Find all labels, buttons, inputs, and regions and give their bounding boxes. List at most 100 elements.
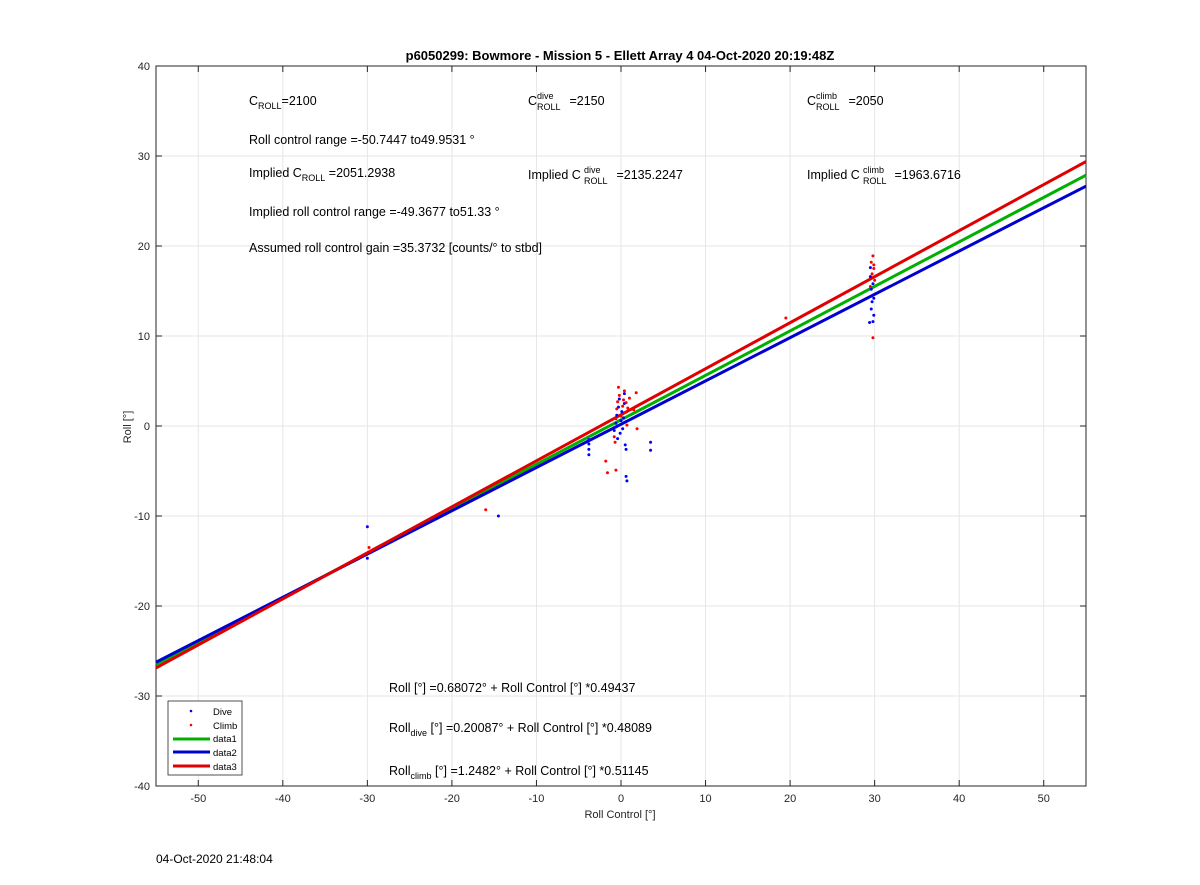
dive-point [619, 419, 623, 423]
dive-point [871, 320, 875, 324]
y-tick-label: 10 [138, 331, 150, 343]
dive-point [869, 307, 873, 311]
dive-point [365, 556, 369, 560]
chart-title: p6050299: Bowmore - Mission 5 - Ellett A… [406, 48, 835, 63]
x-tick-label: -40 [275, 793, 291, 805]
climb-point [634, 391, 638, 395]
y-tick-label: -30 [134, 691, 150, 703]
x-tick-label: -20 [444, 793, 460, 805]
axis-ticks: -50 -40 -30 -20 -10 0 10 20 30 40 50 -40 -30 -20 -10 0 1… [134, 61, 1086, 805]
climb-point [605, 471, 609, 475]
dive-point [872, 296, 876, 300]
climb-point [616, 400, 620, 404]
climb-point [613, 440, 617, 444]
dive-point [587, 438, 591, 441]
dive-point [365, 525, 369, 529]
dive-point [869, 287, 873, 291]
x-tick-label: 20 [784, 793, 796, 805]
climb-point [627, 396, 631, 400]
dive-point [621, 427, 625, 431]
dive-point [868, 266, 872, 270]
footer-timestamp: 04-Oct-2020 21:48:04 [156, 852, 273, 866]
data-points [365, 254, 877, 560]
dive-point [587, 447, 591, 451]
climb-point [614, 468, 618, 472]
legend-data1-label: data1 [213, 734, 237, 745]
y-tick-label: 0 [144, 421, 150, 433]
x-tick-label: -50 [190, 793, 206, 805]
y-tick-label: 40 [138, 61, 150, 73]
climb-point [624, 401, 628, 405]
dive-point [620, 410, 624, 414]
legend: Dive Climb data1 data2 data3 [167, 700, 243, 776]
y-tick-label: -10 [134, 511, 150, 523]
dive-point [496, 514, 500, 518]
climb-point [632, 408, 636, 412]
dive-point [622, 416, 626, 420]
c-roll-annotation: CROLL=2100 [249, 94, 317, 111]
dive-point [649, 448, 653, 452]
c-roll-dive-annotation: Cdive ROLL =2150 [528, 91, 605, 112]
x-tick-label: 30 [869, 793, 881, 805]
dive-point [622, 392, 626, 396]
y-tick-label: -20 [134, 601, 150, 613]
climb-point [784, 316, 788, 320]
climb-point [871, 336, 875, 340]
c-roll-climb-annotation: Cclimb ROLL =2050 [807, 91, 884, 112]
climb-point [625, 423, 629, 427]
fit-all-annotation: Roll [°] =0.68072° + Roll Control [°] *0… [389, 681, 635, 695]
dive-point [587, 453, 591, 457]
climb-point [616, 385, 620, 389]
climb-point [626, 406, 630, 410]
dive-point [616, 437, 620, 441]
dive-point [624, 474, 628, 478]
legend-data3-label: data3 [213, 762, 237, 773]
dive-point [618, 431, 622, 435]
climb-point [871, 254, 875, 258]
climb-point [873, 278, 877, 282]
climb-point [621, 404, 625, 408]
dive-point [649, 440, 653, 444]
fit-dive-annotation: Rolldive [°] =0.20087° + Roll Control [°… [389, 721, 652, 738]
y-tick-label: 30 [138, 151, 150, 163]
climb-point [868, 285, 872, 288]
dive-point [624, 447, 628, 451]
dive-point [625, 479, 629, 483]
dive-point [871, 282, 875, 286]
dive-point [870, 300, 874, 304]
y-axis-label: Roll [°] [122, 411, 134, 444]
dive-point [614, 421, 618, 425]
climb-point [870, 272, 874, 276]
y-tick-label: -40 [134, 781, 150, 793]
legend-dive-marker [189, 709, 193, 713]
roll-range-annotation: Roll control range =-50.7447 to49.9531 ° [249, 133, 475, 147]
climb-point [369, 549, 373, 553]
climb-point [872, 267, 876, 270]
dive-point [868, 275, 872, 279]
climb-point [612, 435, 616, 439]
dive-point [872, 313, 876, 317]
climb-point [619, 414, 623, 418]
climb-point [615, 407, 619, 411]
climb-point [484, 508, 488, 512]
climb-point [622, 389, 626, 393]
y-tick-label: 20 [138, 241, 150, 253]
implied-range-annotation: Implied roll control range =-49.3677 to5… [249, 205, 500, 219]
dive-point [614, 425, 618, 429]
implied-c-roll-annotation: Implied CROLL =2051.2938 [249, 166, 395, 183]
fit-climb-annotation: Rollclimb [°] =1.2482° + Roll Control [°… [389, 764, 649, 781]
x-tick-label: -30 [359, 793, 375, 805]
x-axis-label: Roll Control [°] [584, 809, 655, 821]
legend-dive-label: Dive [213, 707, 232, 718]
climb-point [622, 398, 626, 402]
dive-point [623, 443, 627, 447]
x-tick-label: -10 [529, 793, 545, 805]
climb-point [623, 411, 627, 414]
climb-point [635, 427, 639, 431]
dive-point [587, 442, 591, 446]
climb-point [604, 459, 608, 463]
climb-point [617, 393, 621, 397]
climb-point [367, 546, 371, 549]
